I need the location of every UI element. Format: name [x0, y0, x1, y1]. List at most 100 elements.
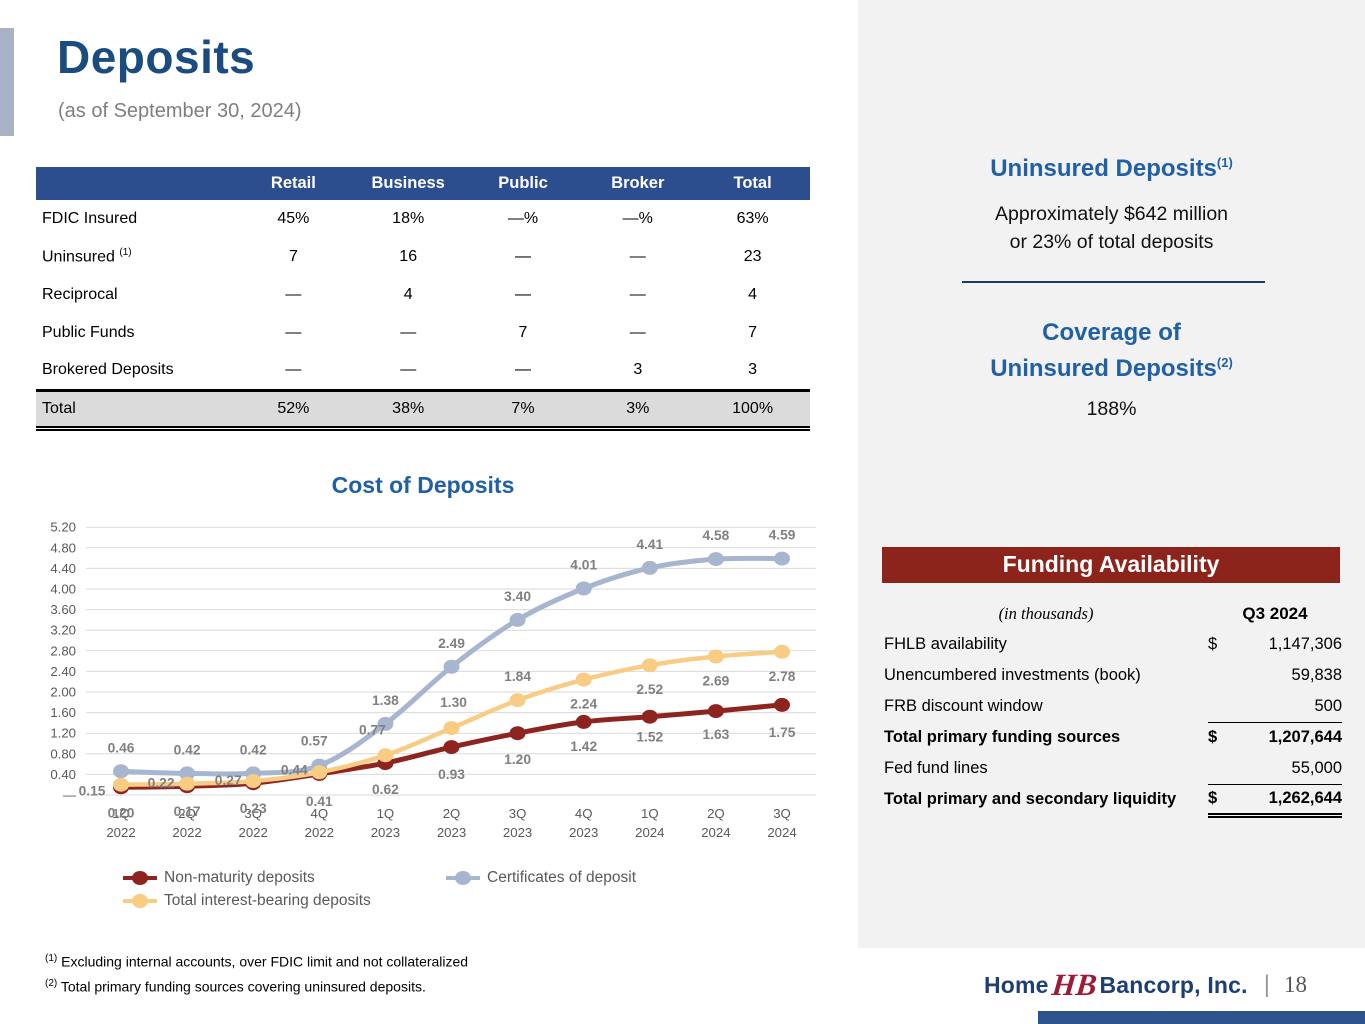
funding-row-value: 1,147,306: [1268, 635, 1342, 653]
currency-symbol: $: [1208, 635, 1218, 653]
table-cell: 4: [748, 286, 758, 303]
total-row: Total 52% 38% 7% 3% 100%: [36, 388, 810, 431]
table-row: Brokered Deposits — — — 3 3: [36, 352, 810, 390]
footnote-ref: (1): [119, 247, 132, 259]
column-header: Business: [350, 167, 466, 200]
svg-text:0.42: 0.42: [174, 742, 201, 757]
coverage-value: 188%: [1086, 398, 1137, 420]
panel-divider: [962, 281, 1265, 283]
right-panel: Uninsured Deposits(1) Approximately $642…: [858, 0, 1365, 948]
table-cell: 100%: [695, 388, 810, 431]
svg-text:1.20: 1.20: [504, 752, 531, 767]
table-corner-cell: [36, 167, 236, 200]
funding-row-label: Total primary and secondary liquidity: [884, 790, 1177, 808]
funding-row-label: Fed fund lines: [884, 759, 988, 777]
svg-text:0.62: 0.62: [372, 782, 399, 797]
table-cell: 18%: [392, 210, 425, 227]
legend-marker-icon: [123, 893, 157, 908]
table-cell: —: [285, 361, 302, 379]
legend-marker-icon: [123, 870, 157, 885]
svg-text:0.93: 0.93: [438, 767, 465, 782]
table-cell: 7%: [465, 388, 581, 431]
legend-item: Certificates of deposit: [446, 866, 636, 889]
svg-text:1.30: 1.30: [440, 695, 467, 710]
svg-text:0.41: 0.41: [306, 794, 333, 809]
svg-text:0.46: 0.46: [108, 740, 135, 755]
svg-text:0.57: 0.57: [301, 734, 328, 749]
funding-row-label: FHLB availability: [884, 635, 1007, 653]
page-subtitle: (as of September 30, 2024): [58, 100, 302, 122]
table-cell: —: [629, 324, 646, 341]
funding-row: Total primary funding sources $1,207,644: [884, 722, 1342, 753]
legend-item: Non-maturity deposits: [123, 866, 446, 889]
svg-text:2.52: 2.52: [636, 682, 663, 697]
table-row: Uninsured (1) 7 16 — — 23: [36, 238, 810, 276]
svg-text:2.80: 2.80: [50, 643, 76, 658]
funding-row: Fed fund lines 55,000: [884, 753, 1342, 785]
table-cell: —%: [507, 210, 539, 227]
svg-text:0.20: 0.20: [108, 806, 135, 821]
svg-text:0.80: 0.80: [50, 746, 76, 761]
svg-text:0.77: 0.77: [359, 722, 386, 737]
svg-text:0.15: 0.15: [79, 783, 106, 798]
footnote-ref: (2): [45, 977, 58, 989]
currency-symbol: $: [1208, 784, 1238, 818]
footnotes: (1) Excluding internal accounts, over FD…: [45, 948, 468, 997]
table-cell: 3%: [580, 388, 696, 431]
svg-text:1.52: 1.52: [636, 730, 663, 745]
svg-text:2.78: 2.78: [769, 669, 796, 684]
row-label: Uninsured (1): [42, 247, 132, 266]
table-cell: 3: [633, 361, 643, 379]
logo-bancorp-text: Bancorp, Inc.: [1099, 971, 1248, 998]
funding-row-label: FRB discount window: [884, 697, 1043, 715]
currency-symbol: [1208, 660, 1238, 691]
svg-text:0.40: 0.40: [50, 767, 76, 782]
funding-availability-table: (in thousands) Q3 2024 FHLB availability…: [884, 598, 1342, 818]
funding-column-header: Q3 2024: [1242, 603, 1308, 623]
svg-text:2.40: 2.40: [50, 664, 76, 679]
svg-text:4.40: 4.40: [50, 561, 76, 576]
table-cell: 52%: [236, 388, 351, 431]
legend-item: Total interest-bearing deposits: [123, 889, 446, 912]
svg-text:0.42: 0.42: [240, 742, 267, 757]
table-cell: 7: [518, 324, 528, 341]
svg-text:1.42: 1.42: [570, 739, 597, 754]
units-label: (in thousands): [998, 603, 1094, 623]
page-number: 18: [1284, 972, 1307, 997]
table-cell: —: [400, 324, 417, 341]
svg-text:4.01: 4.01: [570, 558, 597, 573]
funding-row-value: 500: [1238, 691, 1342, 723]
footnote-ref: (2): [1216, 355, 1233, 370]
uninsured-deposits-body: Approximately $642 million or 23% of tot…: [994, 203, 1229, 253]
column-header: Broker: [580, 167, 696, 200]
funding-table-header-row: (in thousands) Q3 2024: [884, 598, 1342, 629]
deposit-mix-table: Retail Business Public Broker Total FDIC Ins…: [36, 167, 810, 431]
svg-text:3.40: 3.40: [504, 589, 531, 604]
currency-symbol: [1208, 753, 1238, 785]
svg-text:4.41: 4.41: [636, 537, 663, 552]
table-cell: —: [514, 361, 531, 379]
svg-text:2.00: 2.00: [50, 685, 76, 700]
svg-text:0.23: 0.23: [240, 801, 267, 816]
deposit-mix-table-header: Retail Business Public Broker Total: [36, 167, 810, 200]
column-header: Retail: [236, 167, 351, 200]
table-cell: —: [629, 286, 646, 303]
funding-row-value: 1,262,644: [1238, 784, 1342, 818]
currency-symbol: $: [1208, 728, 1218, 747]
chart-plot-area: — 0.40 0.80 1.20 1.60 2.00 2.40 2.80 3.20 3.60 4.0…: [50, 520, 816, 840]
svg-text:1.84: 1.84: [504, 669, 531, 684]
table-row: Public Funds — — 7 — 7: [36, 314, 810, 352]
svg-text:4.80: 4.80: [50, 540, 76, 555]
chart-title: Cost of Deposits: [331, 472, 515, 498]
row-label: FDIC Insured: [42, 210, 138, 227]
page-title: Deposits: [57, 31, 256, 83]
svg-text:0.27: 0.27: [215, 773, 242, 788]
funding-row: Unencumbered investments (book) 59,838: [884, 660, 1342, 691]
svg-text:2.69: 2.69: [702, 674, 729, 689]
funding-row-label: Unencumbered investments (book): [884, 666, 1141, 684]
